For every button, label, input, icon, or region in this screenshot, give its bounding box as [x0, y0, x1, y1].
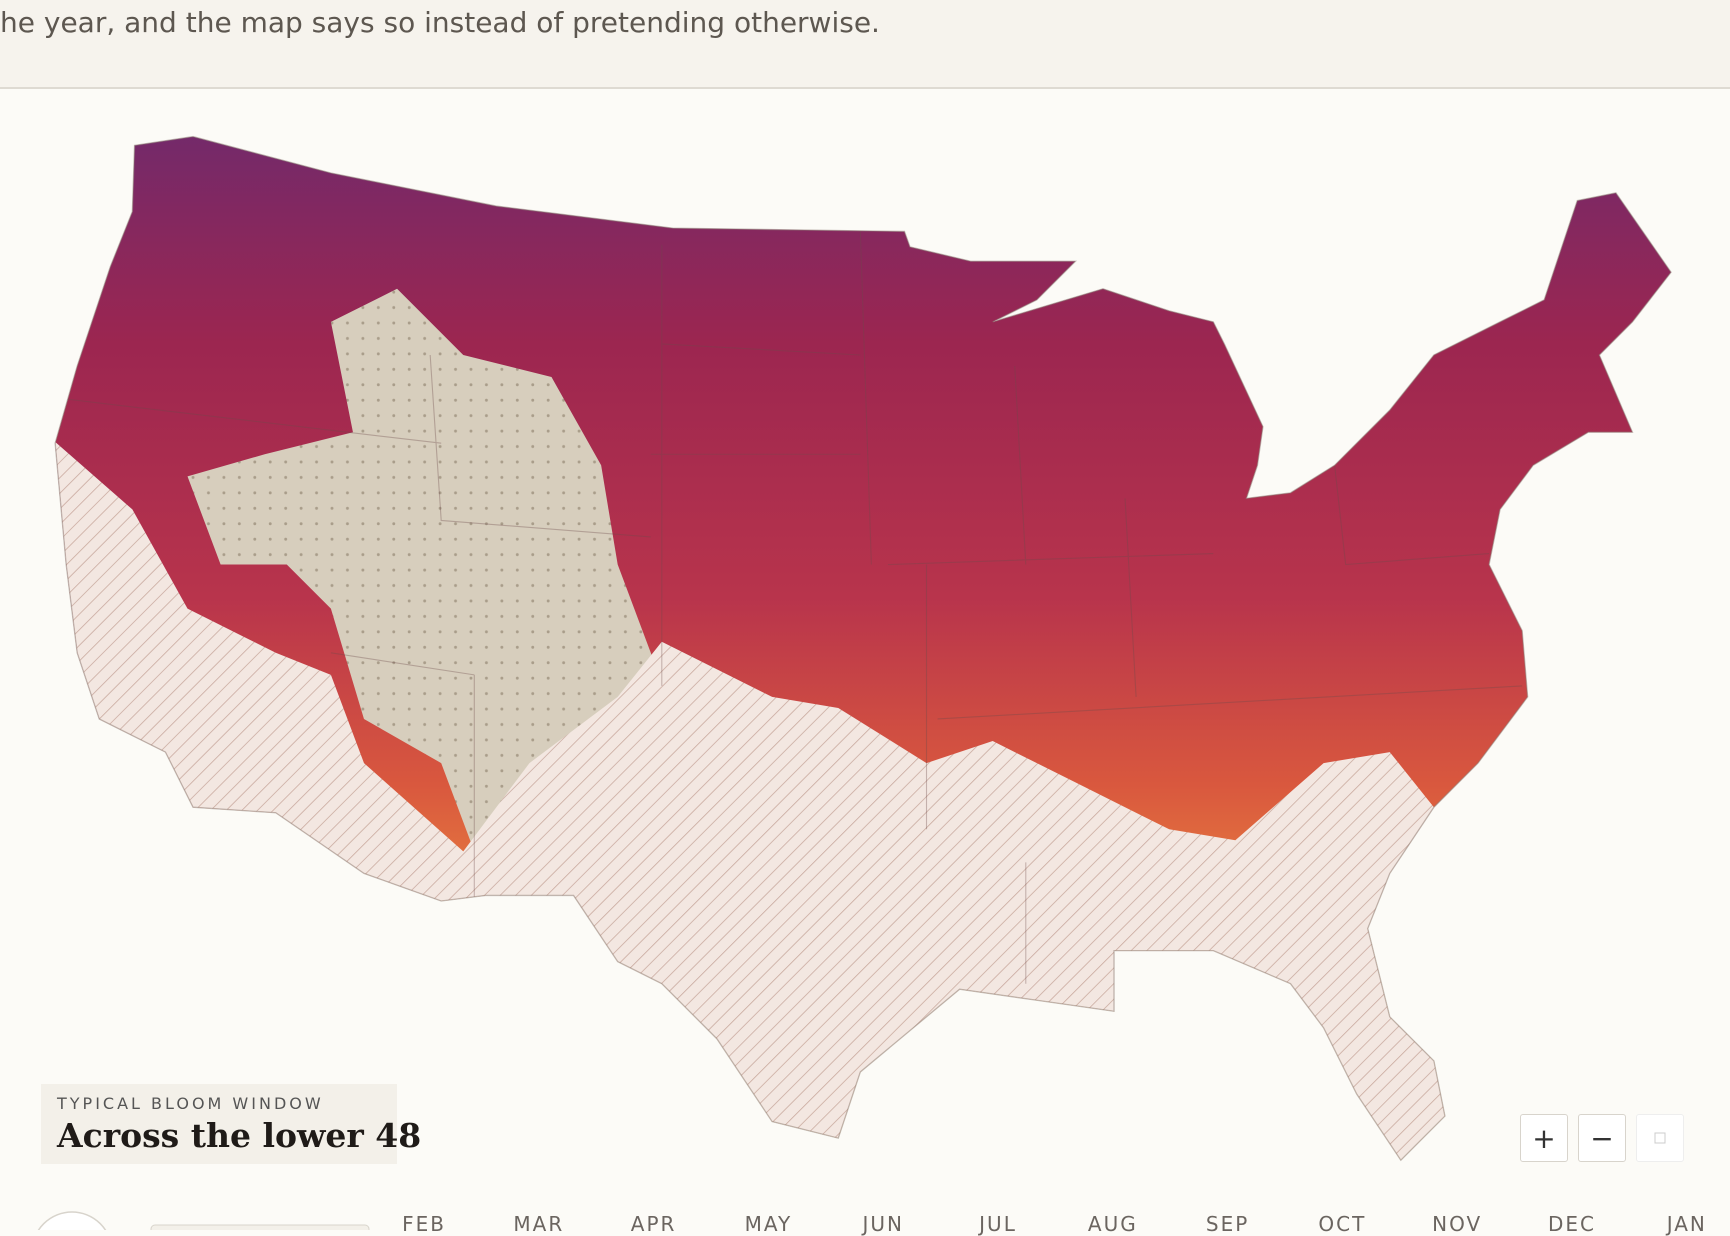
month-label[interactable]: JAN — [1666, 1212, 1707, 1236]
map-layers — [54, 135, 1672, 1161]
month-label[interactable]: OCT — [1318, 1212, 1367, 1236]
month-label[interactable]: AUG — [1087, 1212, 1138, 1236]
legend-card: TYPICAL BLOOM WINDOW Across the lower 48 — [41, 1084, 421, 1164]
month-label[interactable]: JUN — [862, 1212, 904, 1236]
month-label[interactable]: NOV — [1432, 1212, 1483, 1236]
bloom-map — [54, 135, 1672, 1161]
intro-text: he year, and the map says so instead of … — [0, 6, 880, 39]
month-label[interactable]: MAR — [513, 1212, 565, 1236]
zoom-in-button[interactable]: + — [1520, 1114, 1568, 1162]
state-borders — [66, 231, 1523, 984]
intro-banner: he year, and the map says so instead of … — [0, 0, 1730, 89]
view-toggle[interactable] — [150, 1224, 370, 1230]
reset-icon — [1654, 1132, 1666, 1144]
month-label[interactable]: DEC — [1547, 1212, 1597, 1236]
legend-title: Across the lower 48 — [57, 1116, 422, 1155]
reset-button[interactable] — [1636, 1114, 1684, 1162]
month-label[interactable]: APR — [630, 1212, 677, 1236]
zoom-out-button[interactable]: − — [1578, 1114, 1626, 1162]
month-label[interactable]: JUL — [979, 1212, 1017, 1236]
month-label[interactable]: FEB — [402, 1212, 446, 1236]
legend-label: TYPICAL BLOOM WINDOW — [57, 1094, 324, 1113]
play-button[interactable] — [30, 1208, 120, 1230]
no-bloom-high — [187, 288, 673, 852]
month-label[interactable]: SEP — [1205, 1212, 1250, 1236]
month-label[interactable]: MAY — [744, 1212, 793, 1236]
